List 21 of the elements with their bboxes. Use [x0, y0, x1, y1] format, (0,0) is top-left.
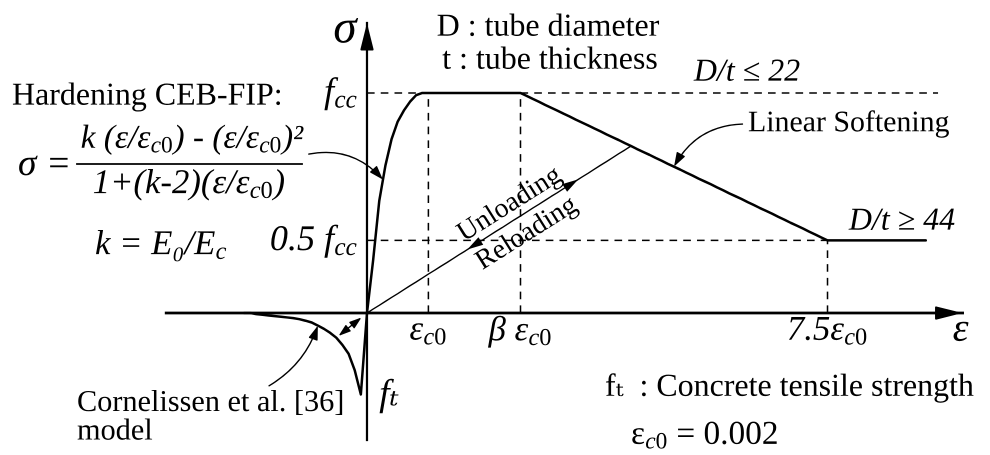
annotation: k = E₀/E$_{c}$ [96, 230, 226, 262]
text: ε$_{c0}$ = 0.002 [632, 422, 777, 449]
text: σ = [19, 156, 68, 176]
x-tick-label: ε$_{c0}$ [410, 323, 446, 345]
annotation: Cornelissen et al. [36] model [78, 390, 342, 440]
annotation: fₜ [380, 378, 399, 414]
y-axis-title: σ [334, 18, 358, 43]
x-axis-title: ε [954, 322, 968, 342]
text: D/t ≤ 22 [694, 60, 800, 81]
annotation: D/t ≥ 44 [848, 208, 954, 230]
text: t : tube thickness [442, 46, 657, 70]
annotation: fₜ : Concrete tensile strength [606, 373, 974, 403]
annotation: Hardening CEB-FIP: [12, 82, 280, 112]
text: D : tube diameter [438, 14, 660, 36]
x-tick-label: β ε$_{c0}$ [488, 316, 550, 348]
annotation: k (ε/ε$_{c0}$) - (ε/ε$_{c0}$)² [82, 124, 304, 155]
ref-line-label: f$_{cc}$ [324, 77, 357, 110]
x-tick-label: 7.5ε$_{c0}$ [788, 316, 866, 345]
ref-line-label: 0.5 f$_{cc}$ [271, 224, 357, 258]
annotation: Linear Softening [748, 110, 949, 138]
annotation: 1+(k-2)(ε/ε$_{c0}$) [94, 169, 284, 201]
